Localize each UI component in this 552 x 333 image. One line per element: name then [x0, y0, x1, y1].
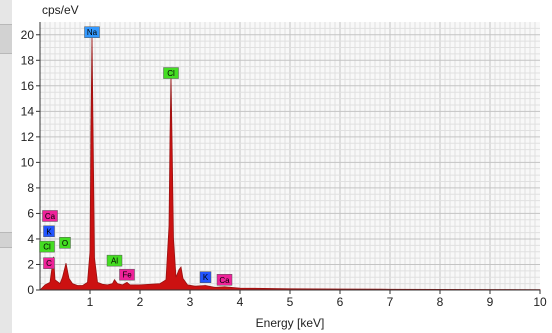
y-tick-label: 16 — [21, 79, 35, 93]
element-label-text: Ca — [219, 276, 230, 285]
y-tick-label: 8 — [27, 181, 34, 195]
x-tick-label: 6 — [337, 295, 344, 309]
y-tick-label: 10 — [21, 155, 35, 169]
element-label-text: Al — [111, 257, 118, 266]
y-tick-label: 2 — [27, 257, 34, 271]
element-label-box — [163, 67, 179, 79]
element-label-box — [43, 225, 55, 238]
x-tick-label: 2 — [137, 295, 144, 309]
element-label[interactable]: C — [43, 257, 55, 269]
element-label-text: Ca — [45, 212, 56, 221]
y-tick-label: 4 — [27, 232, 34, 246]
spectrum-line — [39, 34, 541, 291]
x-tick-label: 7 — [387, 295, 394, 309]
x-tick-label: 1 — [87, 295, 94, 309]
element-label[interactable]: Cl — [163, 67, 179, 79]
element-label-box — [39, 240, 55, 253]
window-side-handle-lower[interactable] — [0, 232, 12, 248]
element-labels: Na Cl Ca K Cl O C Al Fe K Ca — [39, 26, 233, 286]
y-tick-label: 0 — [27, 283, 34, 297]
x-tick-label: 4 — [237, 295, 244, 309]
window-left-edge — [0, 0, 12, 333]
element-label-box — [199, 271, 212, 283]
element-label-text: Cl — [167, 69, 175, 78]
element-label-box — [59, 237, 71, 249]
element-label-text: O — [62, 239, 68, 248]
element-label[interactable]: K — [43, 225, 55, 238]
element-label-text: Fe — [122, 271, 132, 280]
element-label[interactable]: Cl — [39, 240, 55, 253]
y-axis-title: cps/eV — [42, 3, 79, 17]
x-tick-label: 10 — [533, 295, 547, 309]
element-label[interactable]: K — [199, 271, 212, 283]
x-tick-label: 5 — [287, 295, 294, 309]
y-tick-label: 18 — [21, 53, 35, 67]
element-label[interactable]: Na — [84, 26, 100, 38]
element-label-box — [84, 26, 100, 38]
element-label-box — [119, 268, 135, 281]
element-label-text: C — [46, 259, 52, 268]
y-tick-label: 20 — [21, 28, 35, 42]
x-tick-label: 3 — [187, 295, 194, 309]
element-label[interactable]: Fe — [119, 268, 135, 281]
element-label-text: K — [46, 227, 52, 236]
element-label-text: K — [203, 273, 209, 282]
plot-grid — [40, 22, 540, 290]
element-label-box — [106, 254, 123, 267]
element-label[interactable]: Ca — [216, 274, 233, 286]
x-tick-label: 9 — [487, 295, 494, 309]
element-label-box — [43, 257, 55, 269]
y-tick-label: 6 — [27, 206, 34, 220]
x-axis-title: Energy [keV] — [256, 316, 325, 330]
y-tick-labels: 0 2 4 6 8 10 12 14 16 18 20 — [21, 28, 35, 297]
x-tick-label: 8 — [437, 295, 444, 309]
element-label-text: Na — [87, 28, 98, 37]
element-label-box — [216, 274, 233, 286]
spectrum-series — [39, 34, 541, 291]
window-side-handle[interactable] — [0, 24, 12, 54]
y-tick-label: 14 — [21, 104, 35, 118]
y-tick-label: 12 — [21, 130, 35, 144]
element-label[interactable]: Ca — [42, 210, 58, 222]
element-label[interactable]: Al — [106, 254, 123, 267]
x-tick-labels: 1 2 3 4 5 6 7 8 9 10 — [87, 295, 547, 309]
element-label-text: Cl — [43, 243, 51, 252]
element-label[interactable]: O — [59, 237, 71, 249]
element-label-box — [42, 210, 58, 222]
